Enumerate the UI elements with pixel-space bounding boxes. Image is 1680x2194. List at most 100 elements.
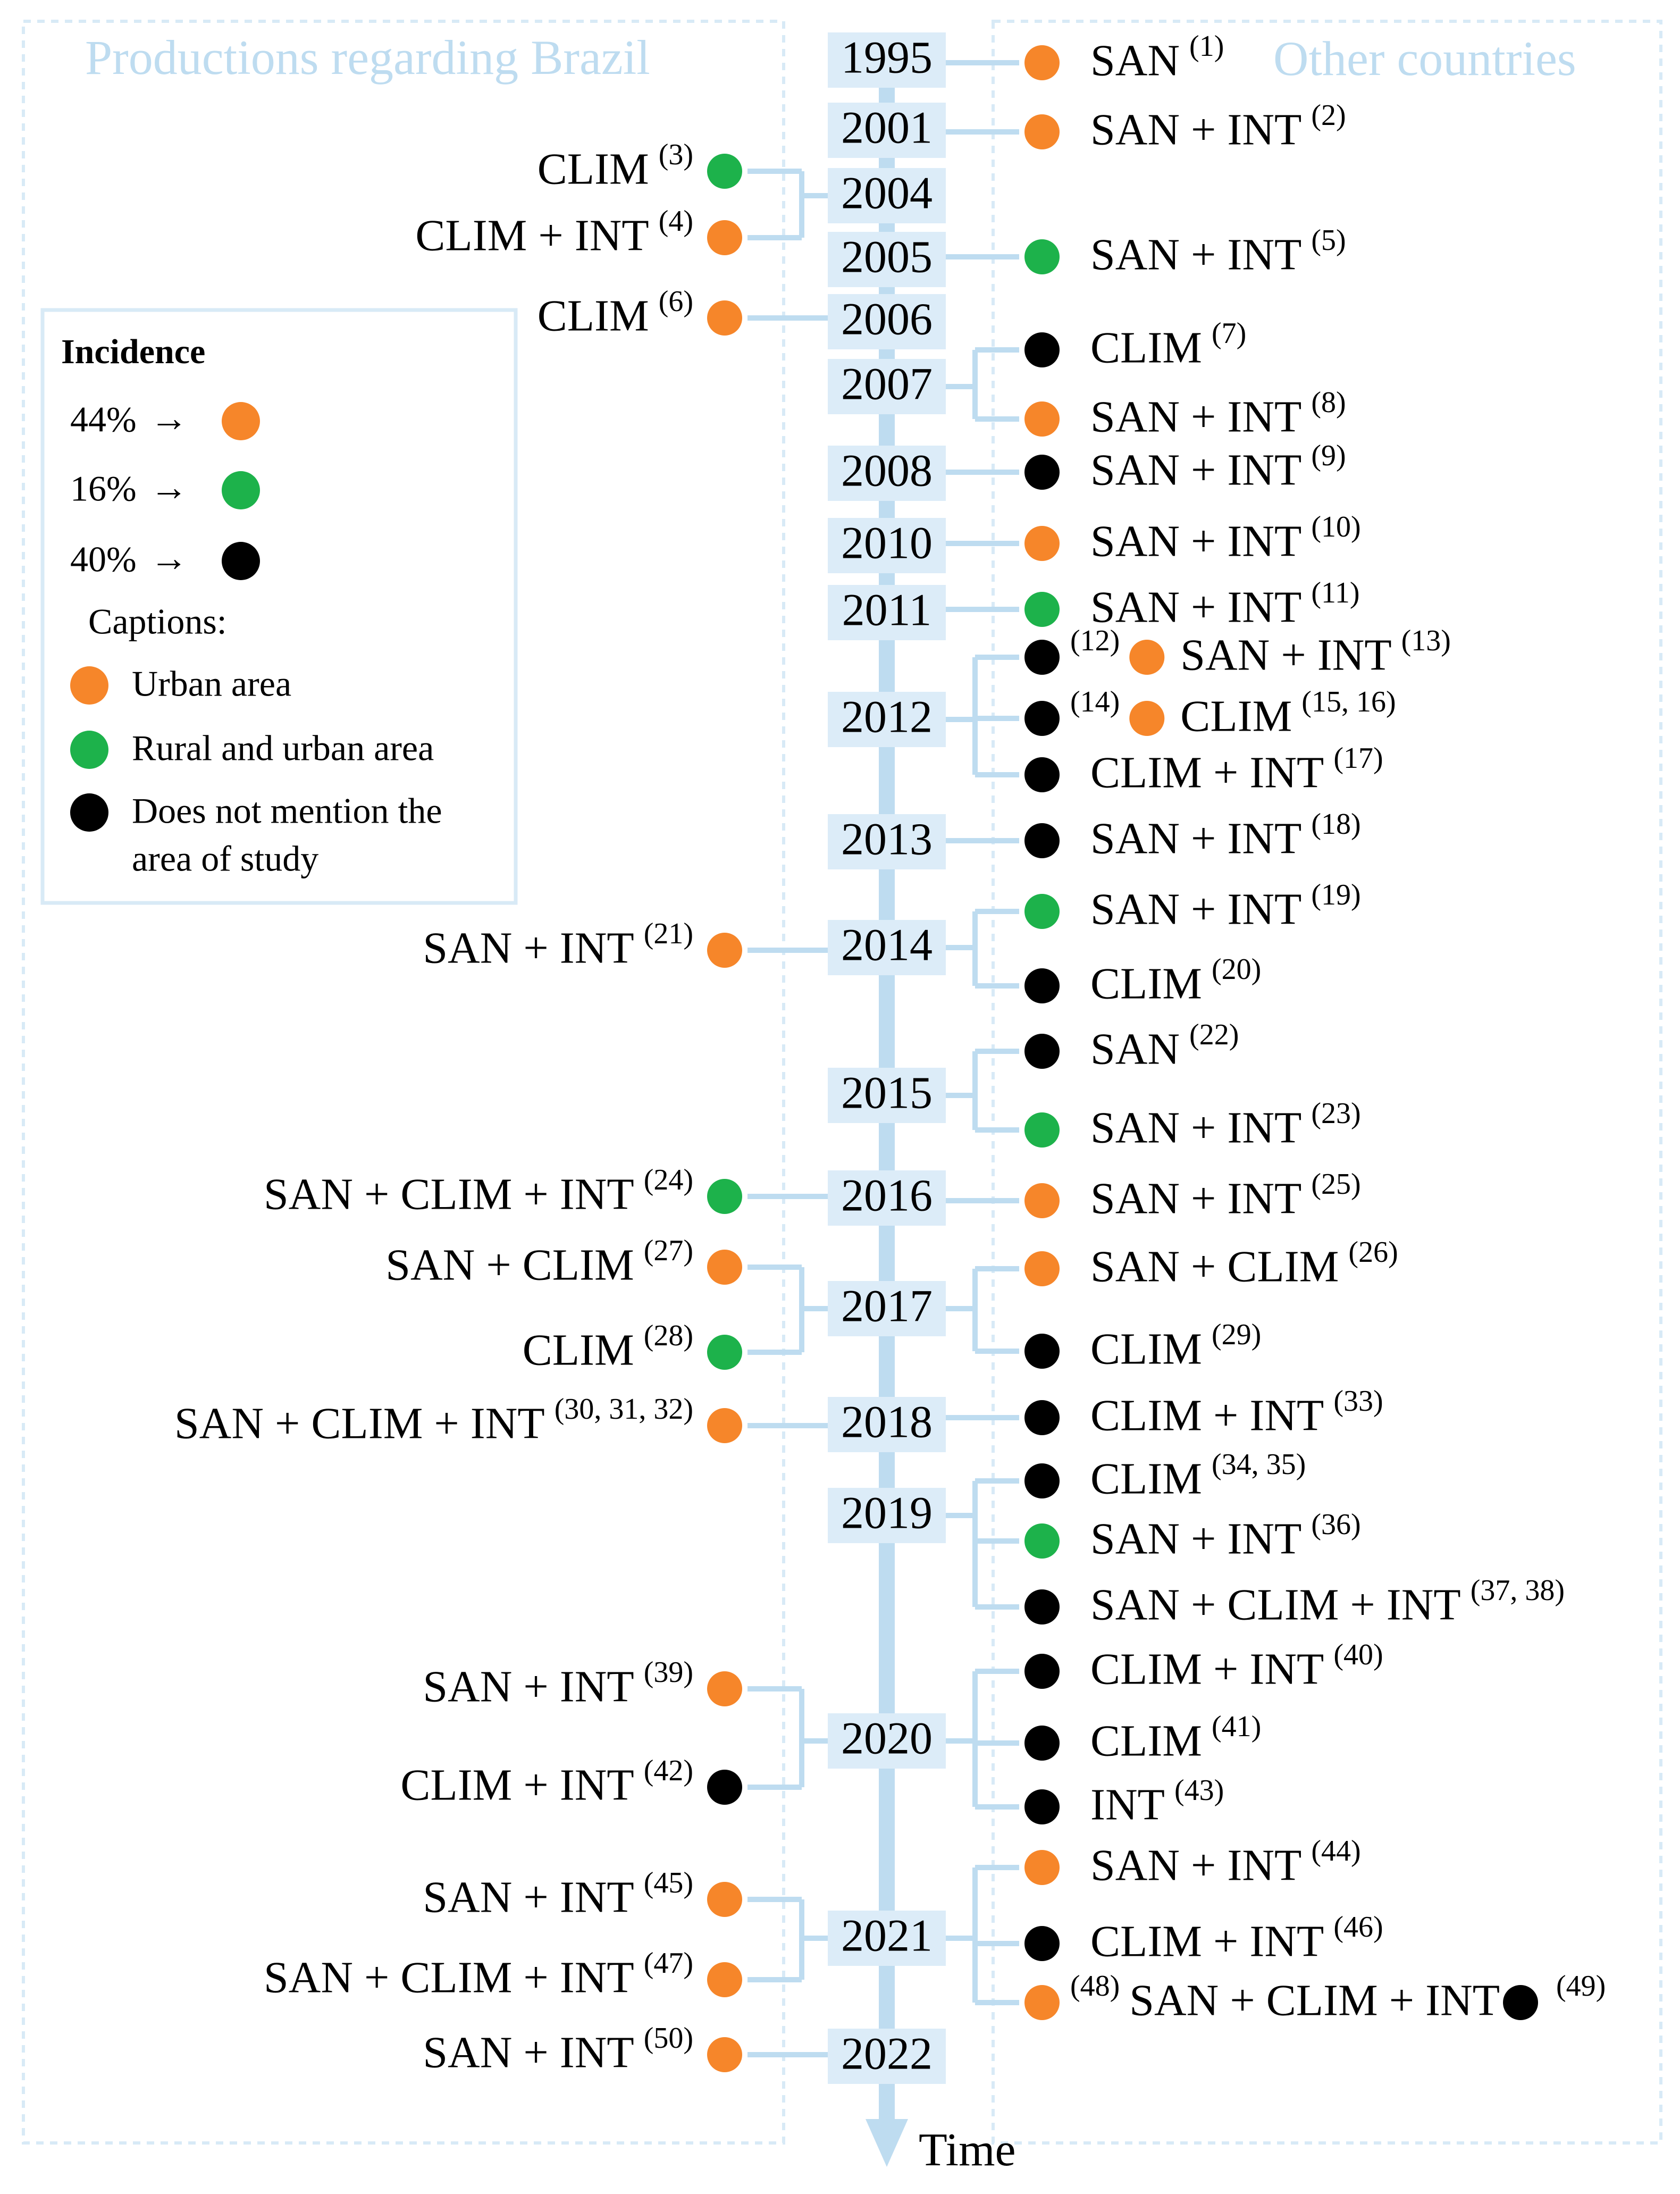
study-marker-urban bbox=[1024, 401, 1060, 437]
study-topic: SAN + CLIM + INT bbox=[264, 1953, 634, 2002]
study-topic: SAN + CLIM + INT bbox=[1090, 1580, 1461, 1629]
brazil-entry: (39) SAN + INT bbox=[423, 1656, 742, 1711]
other-country-entry: CLIM (41) bbox=[1024, 1710, 1261, 1765]
incidence-row: 44% → bbox=[70, 397, 260, 440]
study-marker-urban bbox=[1129, 701, 1165, 736]
year-label-2005: 2005 bbox=[841, 231, 933, 282]
reference-number: (39) bbox=[644, 1656, 693, 1689]
other-country-entry: SAN (22) bbox=[1024, 1018, 1239, 1074]
study-topic: CLIM bbox=[1090, 1324, 1202, 1374]
study-marker-rural bbox=[707, 1179, 742, 1214]
other-country-entry: SAN + INT (25) bbox=[1024, 1168, 1361, 1223]
year-label-1995: 1995 bbox=[841, 32, 933, 83]
study-topic: CLIM + INT bbox=[1090, 748, 1324, 797]
reference-number: (45) bbox=[644, 1866, 693, 1899]
study-topic: CLIM bbox=[523, 1325, 634, 1375]
other-country-entry: SAN + CLIM + INT (37, 38) bbox=[1024, 1574, 1565, 1629]
study-marker-none bbox=[1024, 1726, 1060, 1761]
reference-number: (47) bbox=[644, 1947, 693, 1980]
study-topic: SAN + CLIM + INT bbox=[1129, 1975, 1500, 2025]
reference-number: (46) bbox=[1333, 1911, 1383, 1944]
year-label-2015: 2015 bbox=[841, 1067, 933, 1118]
year-label-2020: 2020 bbox=[841, 1713, 933, 1764]
reference-number: (12) bbox=[1070, 624, 1120, 657]
year-box-2014 bbox=[828, 920, 946, 975]
brazil-entry: (27) SAN + CLIM bbox=[385, 1234, 742, 1289]
study-marker-none bbox=[1024, 1334, 1060, 1369]
reference-number: (24) bbox=[644, 1163, 693, 1196]
study-marker-none bbox=[1024, 701, 1060, 736]
captions-title: Captions: bbox=[88, 601, 227, 642]
year-box-2005 bbox=[828, 232, 946, 287]
study-topic: CLIM bbox=[1090, 959, 1202, 1008]
arrow-right-icon: → bbox=[150, 466, 188, 509]
year-box-2011 bbox=[828, 585, 946, 640]
reference-number: (7) bbox=[1212, 317, 1246, 350]
reference-number: (10) bbox=[1311, 510, 1360, 543]
reference-number: (9) bbox=[1311, 439, 1346, 472]
study-topic: SAN + INT bbox=[1090, 1174, 1301, 1223]
year-label-2022: 2022 bbox=[841, 2028, 933, 2079]
reference-number: (3) bbox=[659, 138, 693, 171]
reference-number: (17) bbox=[1333, 742, 1383, 775]
study-marker-urban bbox=[707, 1962, 742, 1997]
study-marker-urban bbox=[1024, 1251, 1060, 1286]
year-box-2021 bbox=[828, 1911, 946, 1966]
other-country-entry: SAN + INT (19) bbox=[1024, 878, 1361, 934]
other-country-entry: SAN + INT (9) bbox=[1024, 439, 1346, 495]
reference-number: (5) bbox=[1311, 224, 1346, 257]
incidence-percent: 44% bbox=[70, 399, 137, 440]
study-marker-none bbox=[1024, 1589, 1060, 1624]
panel-headers: Productions regarding Brazil Other countr… bbox=[85, 30, 1576, 86]
reference-number: (44) bbox=[1311, 1835, 1360, 1868]
year-box-2020 bbox=[828, 1713, 946, 1769]
reference-number: (19) bbox=[1311, 878, 1360, 911]
brazil-entry: (4) CLIM + INT bbox=[415, 205, 742, 260]
study-topic: SAN + INT bbox=[423, 2028, 634, 2077]
brazil-entry: (21) SAN + INT bbox=[423, 917, 742, 973]
legend-title: Incidence bbox=[61, 332, 205, 371]
year-labels: 1995 2001 2004 2005 2006 2007 2008 2010 2011 2012… bbox=[828, 32, 946, 2084]
reference-number: (42) bbox=[644, 1754, 693, 1787]
year-label-2016: 2016 bbox=[841, 1170, 933, 1221]
reference-number: (11) bbox=[1311, 576, 1359, 609]
reference-number: (41) bbox=[1212, 1710, 1261, 1743]
study-topic: SAN + INT bbox=[1090, 814, 1301, 863]
study-topic: SAN bbox=[1090, 1024, 1180, 1074]
study-topic: CLIM + INT bbox=[1090, 1644, 1324, 1694]
study-marker-none bbox=[1024, 1789, 1060, 1824]
study-marker-none bbox=[1024, 1463, 1060, 1498]
other-country-entry: SAN + CLIM (26) bbox=[1024, 1236, 1398, 1291]
study-topic: SAN + CLIM + INT bbox=[264, 1169, 634, 1219]
study-marker-none bbox=[1024, 757, 1060, 792]
year-box-2001 bbox=[828, 103, 946, 158]
year-box-2006 bbox=[828, 294, 946, 349]
other-country-entry: CLIM + INT (40) bbox=[1024, 1638, 1383, 1694]
study-topic: CLIM bbox=[1090, 323, 1202, 372]
study-marker-none bbox=[1024, 968, 1060, 1003]
study-topic: SAN + INT bbox=[1090, 105, 1301, 154]
panel-frames bbox=[22, 20, 1662, 2145]
study-marker-urban bbox=[707, 1671, 742, 1706]
reference-number: (30, 31, 32) bbox=[555, 1393, 693, 1426]
year-box-2007 bbox=[828, 359, 946, 414]
year-box-2017 bbox=[828, 1281, 946, 1336]
other-country-entry: CLIM + INT (46) bbox=[1024, 1911, 1383, 1966]
reference-number: (23) bbox=[1311, 1097, 1360, 1130]
caption-row: Urban area bbox=[70, 664, 291, 705]
study-topic: CLIM bbox=[1090, 1454, 1202, 1503]
other-country-entry: (14) CLIM (15, 16) bbox=[1024, 685, 1396, 741]
other-country-entry: CLIM + INT (17) bbox=[1024, 742, 1383, 797]
other-country-entry: INT (43) bbox=[1024, 1774, 1224, 1829]
other-panel-header: Other countries bbox=[1273, 31, 1576, 86]
year-box-2004 bbox=[828, 168, 946, 223]
year-box-2019 bbox=[828, 1488, 946, 1543]
reference-number: (6) bbox=[659, 285, 693, 318]
study-topic: SAN + INT bbox=[1090, 1840, 1301, 1890]
study-marker-urban bbox=[707, 220, 742, 255]
year-label-2014: 2014 bbox=[841, 919, 933, 970]
study-topic: CLIM + INT bbox=[415, 211, 649, 260]
year-box-2018 bbox=[828, 1397, 946, 1452]
incidence-marker-none bbox=[222, 542, 260, 580]
